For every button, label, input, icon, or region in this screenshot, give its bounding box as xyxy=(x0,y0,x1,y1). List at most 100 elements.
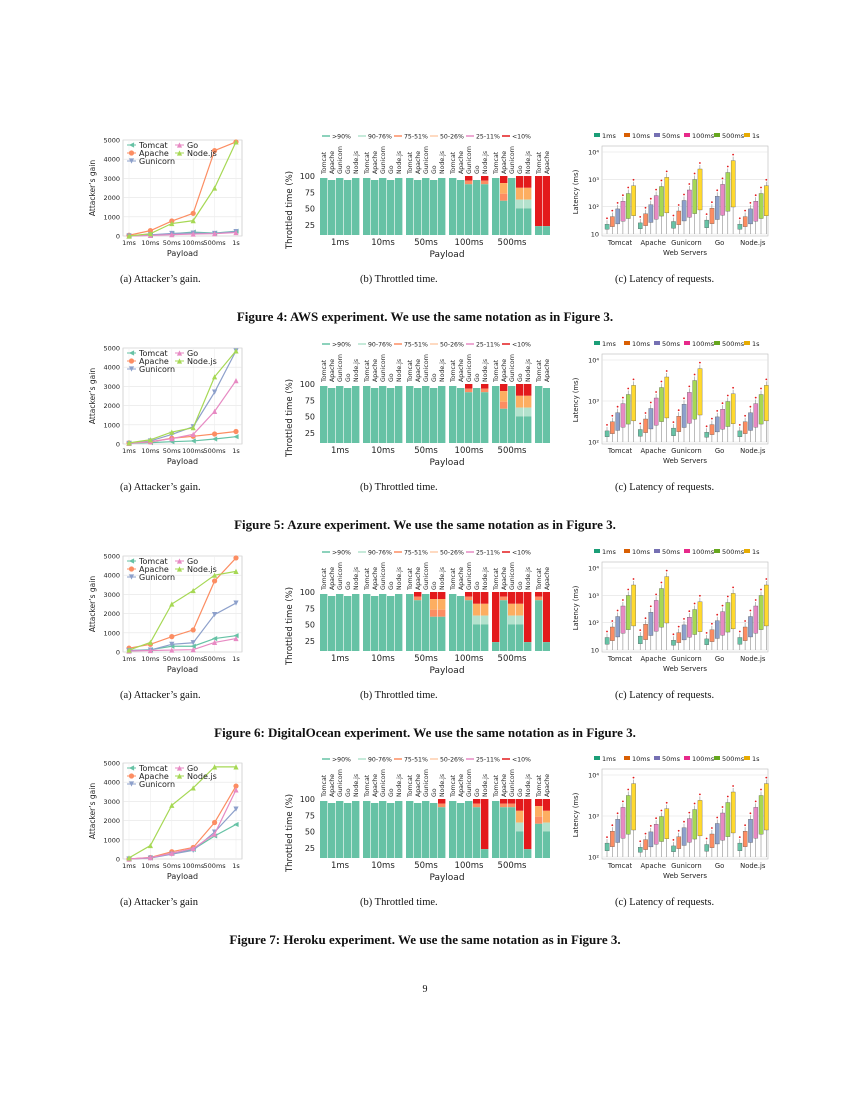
legend-label: 500ms xyxy=(722,132,745,140)
server-label: Gunicorn xyxy=(380,146,387,174)
legend-marker xyxy=(176,350,183,356)
legend-swatch xyxy=(744,133,750,137)
legend-label: Gunicorn xyxy=(139,157,175,166)
stacked-bar-segment xyxy=(516,384,524,396)
server-label: Tomcat xyxy=(321,567,328,591)
data-point xyxy=(212,635,218,642)
stacked-bar-segment xyxy=(516,395,524,408)
stacked-bar-segment xyxy=(492,592,500,643)
y-axis-label: Attacker’s gain xyxy=(88,160,97,216)
data-point xyxy=(212,764,218,770)
legend-label: 50ms xyxy=(662,340,681,348)
data-point xyxy=(169,634,175,640)
legend-label: 1s xyxy=(752,755,760,763)
stacked-bar-segment xyxy=(352,594,360,651)
stacked-bar-segment xyxy=(500,803,508,808)
data-point xyxy=(147,231,153,237)
stacked-bar-segment xyxy=(535,799,543,807)
y-tick-label: 10 xyxy=(591,231,599,239)
outlier-mark xyxy=(616,812,619,815)
server-label: Tomcat xyxy=(321,774,328,798)
box xyxy=(730,160,736,208)
x-axis-label: Payload xyxy=(167,249,198,258)
stacked-bar-segment xyxy=(395,386,403,443)
legend-label: 75-51% xyxy=(404,757,428,764)
server-label: Apache xyxy=(458,567,465,590)
outlier-mark xyxy=(688,610,691,613)
stacked-bar-segment xyxy=(543,831,550,858)
outlier-mark xyxy=(711,827,713,829)
legend-label: <10% xyxy=(512,757,531,764)
y-tick-label: 25 xyxy=(305,844,315,853)
box xyxy=(742,831,748,847)
data-point xyxy=(190,218,196,224)
outlier-mark xyxy=(649,197,652,200)
outlier-mark xyxy=(716,816,719,819)
legend-label: 50ms xyxy=(662,548,681,556)
stacked-bar-segment xyxy=(422,801,430,858)
box xyxy=(687,617,692,638)
outlier-mark xyxy=(639,216,642,218)
server-label: Apache xyxy=(458,359,465,382)
series-line-apache xyxy=(128,141,237,236)
server-label: Go xyxy=(431,373,438,382)
legend-swatch xyxy=(624,133,630,137)
stacked-bar-segment xyxy=(430,616,438,651)
box xyxy=(758,795,764,835)
x-tick-label: 10ms xyxy=(141,655,160,663)
box xyxy=(758,394,764,425)
stacked-bar-segment xyxy=(438,592,446,600)
legend-label: Tomcat xyxy=(138,349,168,358)
data-point xyxy=(190,785,196,791)
stacked-bar-segment xyxy=(344,803,352,858)
box xyxy=(753,605,759,634)
y-axis-label: Latency (ms) xyxy=(572,585,580,630)
data-point xyxy=(147,647,153,654)
outlier-mark xyxy=(611,824,614,827)
stacked-bar-segment xyxy=(352,386,360,443)
server-label: Go xyxy=(431,165,438,174)
outlier-mark xyxy=(660,809,663,812)
box xyxy=(715,416,720,433)
series-line-go xyxy=(128,380,237,445)
box xyxy=(737,637,743,645)
box xyxy=(653,824,659,845)
server-label: Tomcat xyxy=(407,359,414,383)
legend-label: Tomcat xyxy=(138,764,168,773)
x-tick-label: Apache xyxy=(641,862,666,870)
stacked-bar-segment xyxy=(524,187,532,200)
y-axis-label: Throttled time (%) xyxy=(285,794,295,873)
box xyxy=(615,819,620,843)
outlier-mark xyxy=(711,417,713,420)
x-tick-label: 50ms xyxy=(414,654,438,664)
x-tick-label: Node.js xyxy=(740,447,766,455)
data-point xyxy=(169,802,175,808)
outlier-mark xyxy=(749,202,752,204)
outlier-mark xyxy=(705,213,708,215)
box xyxy=(764,584,769,627)
stacked-bar-segment xyxy=(543,810,550,823)
legend-label: 90-76% xyxy=(368,342,392,349)
x-tick-label: 50ms xyxy=(163,655,182,663)
x-tick-label: 100ms xyxy=(182,655,205,663)
subfigure-caption: (a) Attacker’s gain. xyxy=(120,690,201,701)
x-tick-label: Node.js xyxy=(740,862,766,870)
legend-swatch xyxy=(684,549,690,553)
stacked-bar-segment xyxy=(524,384,532,396)
legend-label: Node.js xyxy=(187,772,217,781)
outlier-mark xyxy=(683,618,685,620)
y-tick-label: 5000 xyxy=(103,345,120,353)
outlier-mark xyxy=(660,581,663,584)
stacked-bar-segment xyxy=(492,386,500,443)
x-tick-label: 1s xyxy=(232,655,240,663)
server-label: Node.js xyxy=(353,774,360,797)
server-label: Apache xyxy=(544,151,550,174)
server-label: Go xyxy=(431,788,438,797)
data-point xyxy=(126,855,132,861)
outlier-mark xyxy=(627,186,630,189)
y-tick-label: 10³ xyxy=(588,813,599,821)
data-point xyxy=(169,601,175,607)
box xyxy=(720,611,725,636)
x-tick-label: 50ms xyxy=(163,862,182,870)
stacked-bar-segment xyxy=(438,799,446,804)
